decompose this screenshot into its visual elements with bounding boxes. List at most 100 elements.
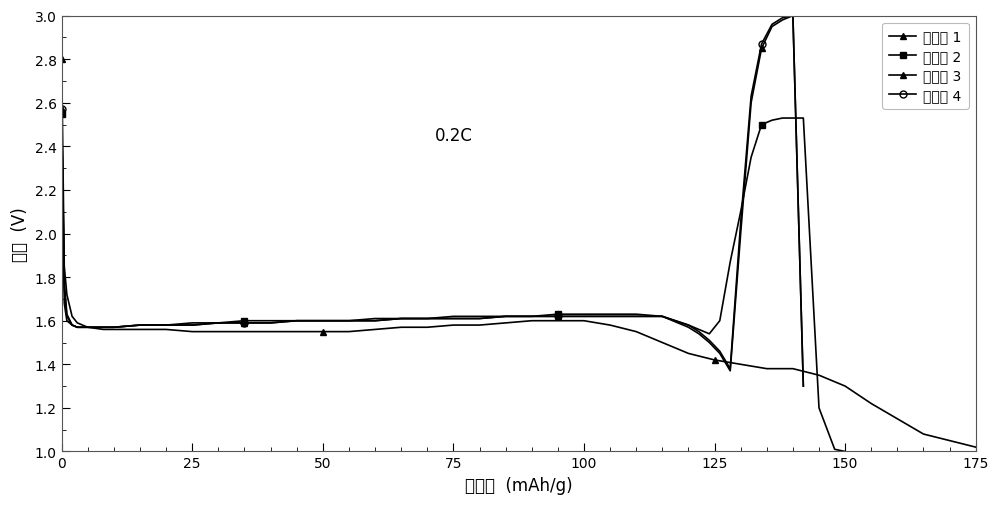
- 实施例 1: [578, 318, 590, 324]
- 实施例 3: [97, 325, 109, 331]
- 实施例 4: [656, 314, 668, 320]
- 实施例 3: [238, 320, 250, 326]
- 实施例 4: [578, 314, 590, 320]
- 实施例 4: [265, 320, 277, 326]
- 实施例 2: [578, 312, 590, 318]
- 实施例 3: [703, 340, 715, 346]
- 实施例 2: [474, 314, 486, 320]
- 实施例 3: [776, 18, 788, 24]
- 实施例 4: [682, 322, 694, 328]
- 实施例 2: [212, 320, 224, 326]
- 实施例 3: [766, 24, 778, 30]
- 实施例 2: [108, 325, 120, 331]
- 实施例 4: [186, 322, 198, 328]
- 实施例 2: [317, 318, 329, 324]
- 实施例 1: [395, 325, 407, 331]
- 实施例 3: [160, 322, 172, 328]
- 实施例 1: [761, 366, 773, 372]
- 实施例 4: [58, 279, 70, 285]
- 实施例 4: [160, 322, 172, 328]
- 实施例 3: [604, 314, 616, 320]
- 实施例 2: [369, 316, 381, 322]
- 实施例 2: [656, 314, 668, 320]
- Text: 0.2C: 0.2C: [434, 127, 472, 145]
- 实施例 2: [291, 318, 303, 324]
- 实施例 1: [735, 362, 747, 368]
- 实施例 4: [735, 220, 747, 226]
- 实施例 4: [369, 318, 381, 324]
- 实施例 1: [474, 322, 486, 328]
- 实施例 2: [552, 312, 564, 318]
- 实施例 2: [66, 322, 78, 328]
- 实施例 3: [787, 14, 799, 20]
- 实施例 4: [703, 338, 715, 344]
- 实施例 4: [693, 329, 705, 335]
- 实施例 2: [134, 322, 146, 328]
- 实施例 1: [56, 57, 68, 63]
- 实施例 2: [395, 316, 407, 322]
- 实施例 1: [212, 329, 224, 335]
- 实施例 1: [787, 366, 799, 372]
- 实施例 3: [186, 322, 198, 328]
- 实施例 1: [552, 318, 564, 324]
- 实施例 1: [526, 318, 538, 324]
- 实施例 1: [500, 320, 512, 326]
- Line: 实施例 4: 实施例 4: [58, 13, 807, 390]
- 实施例 3: [421, 316, 433, 322]
- 实施例 1: [82, 325, 94, 331]
- 实施例 3: [134, 322, 146, 328]
- 实施例 4: [71, 325, 83, 331]
- 实施例 4: [66, 322, 78, 328]
- Legend: 实施例 1, 实施例 2, 实施例 3, 实施例 4: 实施例 1, 实施例 2, 实施例 3, 实施例 4: [882, 24, 969, 110]
- 实施例 1: [891, 416, 903, 422]
- 实施例 4: [756, 42, 768, 48]
- 实施例 2: [265, 318, 277, 324]
- 实施例 4: [766, 22, 778, 28]
- 实施例 3: [656, 314, 668, 320]
- 实施例 3: [291, 318, 303, 324]
- 实施例 1: [944, 438, 956, 444]
- 实施例 4: [526, 314, 538, 320]
- 实施例 1: [108, 327, 120, 333]
- 实施例 3: [714, 350, 726, 357]
- 实施例 4: [797, 383, 809, 389]
- 实施例 1: [238, 329, 250, 335]
- 实施例 4: [134, 322, 146, 328]
- 实施例 4: [343, 318, 355, 324]
- 实施例 2: [447, 314, 459, 320]
- 实施例 4: [421, 316, 433, 322]
- 实施例 3: [500, 314, 512, 320]
- 实施例 1: [865, 400, 877, 407]
- 实施例 2: [56, 112, 68, 118]
- 实施例 3: [343, 318, 355, 324]
- 实施例 3: [108, 325, 120, 331]
- 实施例 4: [97, 325, 109, 331]
- 实施例 3: [578, 314, 590, 320]
- 实施例 2: [421, 316, 433, 322]
- 实施例 2: [238, 318, 250, 324]
- 实施例 2: [724, 260, 736, 266]
- 实施例 1: [447, 322, 459, 328]
- 实施例 3: [71, 325, 83, 331]
- 实施例 1: [421, 325, 433, 331]
- 实施例 2: [61, 318, 73, 324]
- X-axis label: 电容量  (mAh/g): 电容量 (mAh/g): [465, 476, 572, 494]
- 实施例 2: [343, 318, 355, 324]
- 实施例 3: [61, 314, 73, 320]
- 实施例 2: [703, 331, 715, 337]
- 实施例 1: [71, 320, 83, 326]
- 实施例 1: [265, 329, 277, 335]
- 实施例 2: [766, 118, 778, 124]
- 实施例 1: [61, 292, 73, 298]
- 实施例 3: [630, 314, 642, 320]
- 实施例 1: [58, 264, 70, 270]
- 实施例 3: [526, 314, 538, 320]
- 实施例 2: [714, 318, 726, 324]
- 实施例 1: [709, 357, 721, 363]
- 实施例 3: [58, 285, 70, 291]
- 实施例 4: [724, 366, 736, 372]
- 实施例 3: [212, 320, 224, 326]
- 实施例 1: [134, 327, 146, 333]
- 实施例 3: [552, 314, 564, 320]
- 实施例 3: [447, 316, 459, 322]
